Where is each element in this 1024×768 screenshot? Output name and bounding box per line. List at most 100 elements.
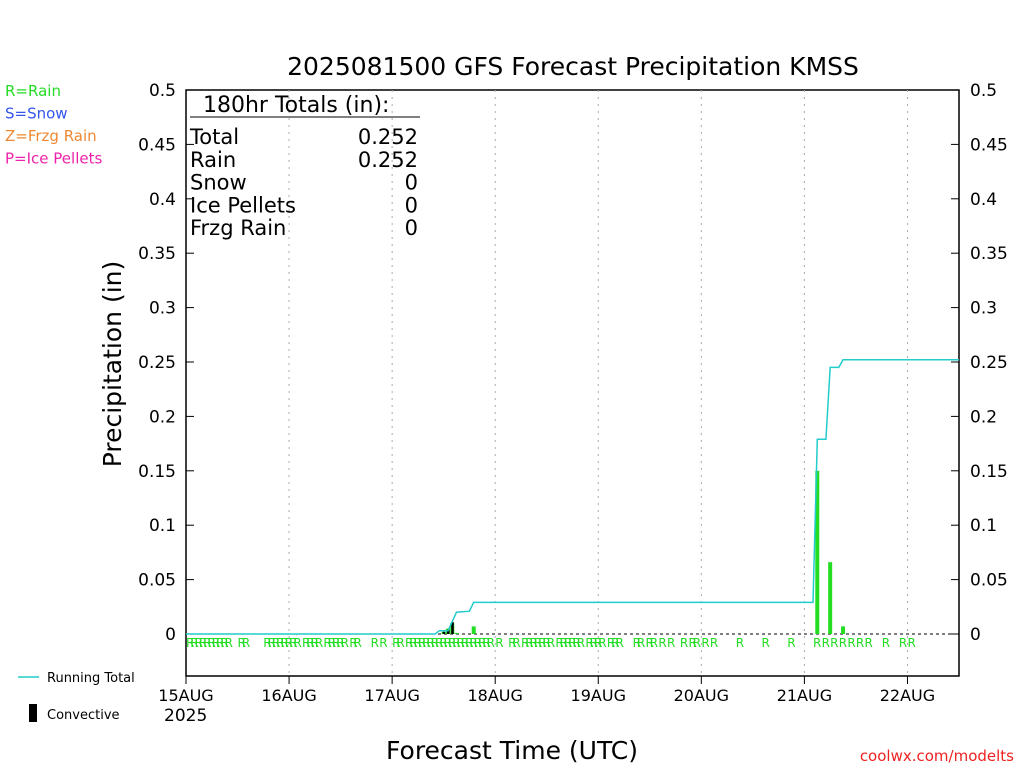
rain-marker: R [594,636,602,650]
x-tick-label: 22AUG [880,686,935,705]
y-tick-label-left: 0.3 [149,299,176,319]
rain-marker: R [272,636,280,650]
rain-marker: R [907,636,915,650]
convective-bars [442,622,454,634]
precip-bar [815,470,820,634]
axis-ticks [185,89,959,684]
y-tick-label-left: 0.4 [149,190,176,210]
ptype-legend-item: P=Ice Pellets [5,150,102,168]
rain-marker: R [611,636,619,650]
rain-marker: R [710,636,718,650]
x-tick-label: 19AUG [571,686,626,705]
x-tick-label: 20AUG [674,686,729,705]
y-tick-label-right: 0.4 [970,190,997,210]
rain-marker: R [482,636,490,650]
rain-marker: R [195,636,203,650]
rain-marker: R [573,636,581,650]
rain-marker: R [495,636,503,650]
rain-marker: R [882,636,890,650]
rain-marker: R [474,636,482,650]
rain-marker: R [220,636,228,650]
ptype-legend-item: S=Snow [5,105,68,123]
rain-marker: R [396,636,404,650]
rain-marker: R [560,636,568,650]
rain-marker: R [336,636,344,650]
rain-marker: R [564,636,572,650]
rain-marker: R [431,636,439,650]
rain-marker: R [392,636,400,650]
y-axis-title: Precipitation (in) [98,261,127,468]
rain-marker: R [328,636,336,650]
rain-marker: R [225,636,233,650]
totals-row-value: 0 [405,171,418,195]
rain-marker: R [216,636,224,650]
rain-marker: R [688,636,696,650]
rain-marker: R [371,636,379,650]
rain-marker: R [306,636,314,650]
totals-row-value: 0 [405,193,418,217]
rain-marker: R [457,636,465,650]
rain-marker: R [633,636,641,650]
rain-marker: R [212,636,220,650]
convective-legend-swatch [29,704,37,722]
y-tick-label-right: 0.1 [970,516,997,536]
rain-marker: R [598,636,606,650]
rain-marker: R [422,636,430,650]
rain-marker: R [268,636,276,650]
rain-marker: R [418,636,426,650]
rain-marker: R [542,636,550,650]
totals-row-label: Snow [190,171,247,195]
y-tick-label-left: 0.45 [138,135,176,155]
rain-marker: R [242,636,250,650]
y-tick-label-right: 0.2 [970,407,997,427]
rain-marker: R [409,636,417,650]
rain-marker: R [693,636,701,650]
rain-marker: R [332,636,340,650]
rain-marker: R [534,636,542,650]
convective-bar [446,629,450,634]
precip-bar [454,632,459,634]
rain-marker: R [465,636,473,650]
rain-marker: R [280,636,288,650]
y-tick-label-right: 0.25 [970,353,1008,373]
y-tick-label-right: 0 [970,625,981,645]
rain-marker: R [701,636,709,650]
rain-marker: R [847,636,855,650]
y-tick-label-right: 0.15 [970,462,1008,482]
rain-marker: R [822,636,830,650]
rain-marker: R [615,636,623,650]
rain-marker: R [293,636,301,650]
gridlines [186,90,959,676]
ptype-legend-item: R=Rain [5,82,61,100]
year-label: 2025 [164,706,207,726]
rain-marker: R [405,636,413,650]
running-total-series [186,359,959,635]
totals-row-value: 0.252 [358,125,418,149]
rain-marker: R [667,636,675,650]
ptype-legend-item: Z=Frzg Rain [5,127,97,145]
rain-marker: R [341,636,349,650]
totals-row-label: Ice Pellets [190,193,296,217]
y-tick-label-left: 0.2 [149,407,176,427]
y-tick-label-right: 0.45 [970,135,1008,155]
rain-marker: R [525,636,533,650]
totals-row-label: Total [189,125,239,149]
rain-marker: R [190,636,198,650]
rain-marker: R [444,636,452,650]
y-tick-label-left: 0.5 [149,81,176,101]
rain-marker: R [478,636,486,650]
rain-marker: R [555,636,563,650]
credit-text[interactable]: coolwx.com/modelts [860,747,1014,765]
rain-marker: R [658,636,666,650]
plot-frame [185,89,960,677]
rain-marker: R [311,636,319,650]
precip-bar [841,626,846,634]
rain-marker: R [263,636,271,650]
rain-marker: R [899,636,907,650]
rain-marker: R [637,636,645,650]
rain-marker: R [839,636,847,650]
rain-marker: R [787,636,795,650]
convective-bar [442,631,446,634]
